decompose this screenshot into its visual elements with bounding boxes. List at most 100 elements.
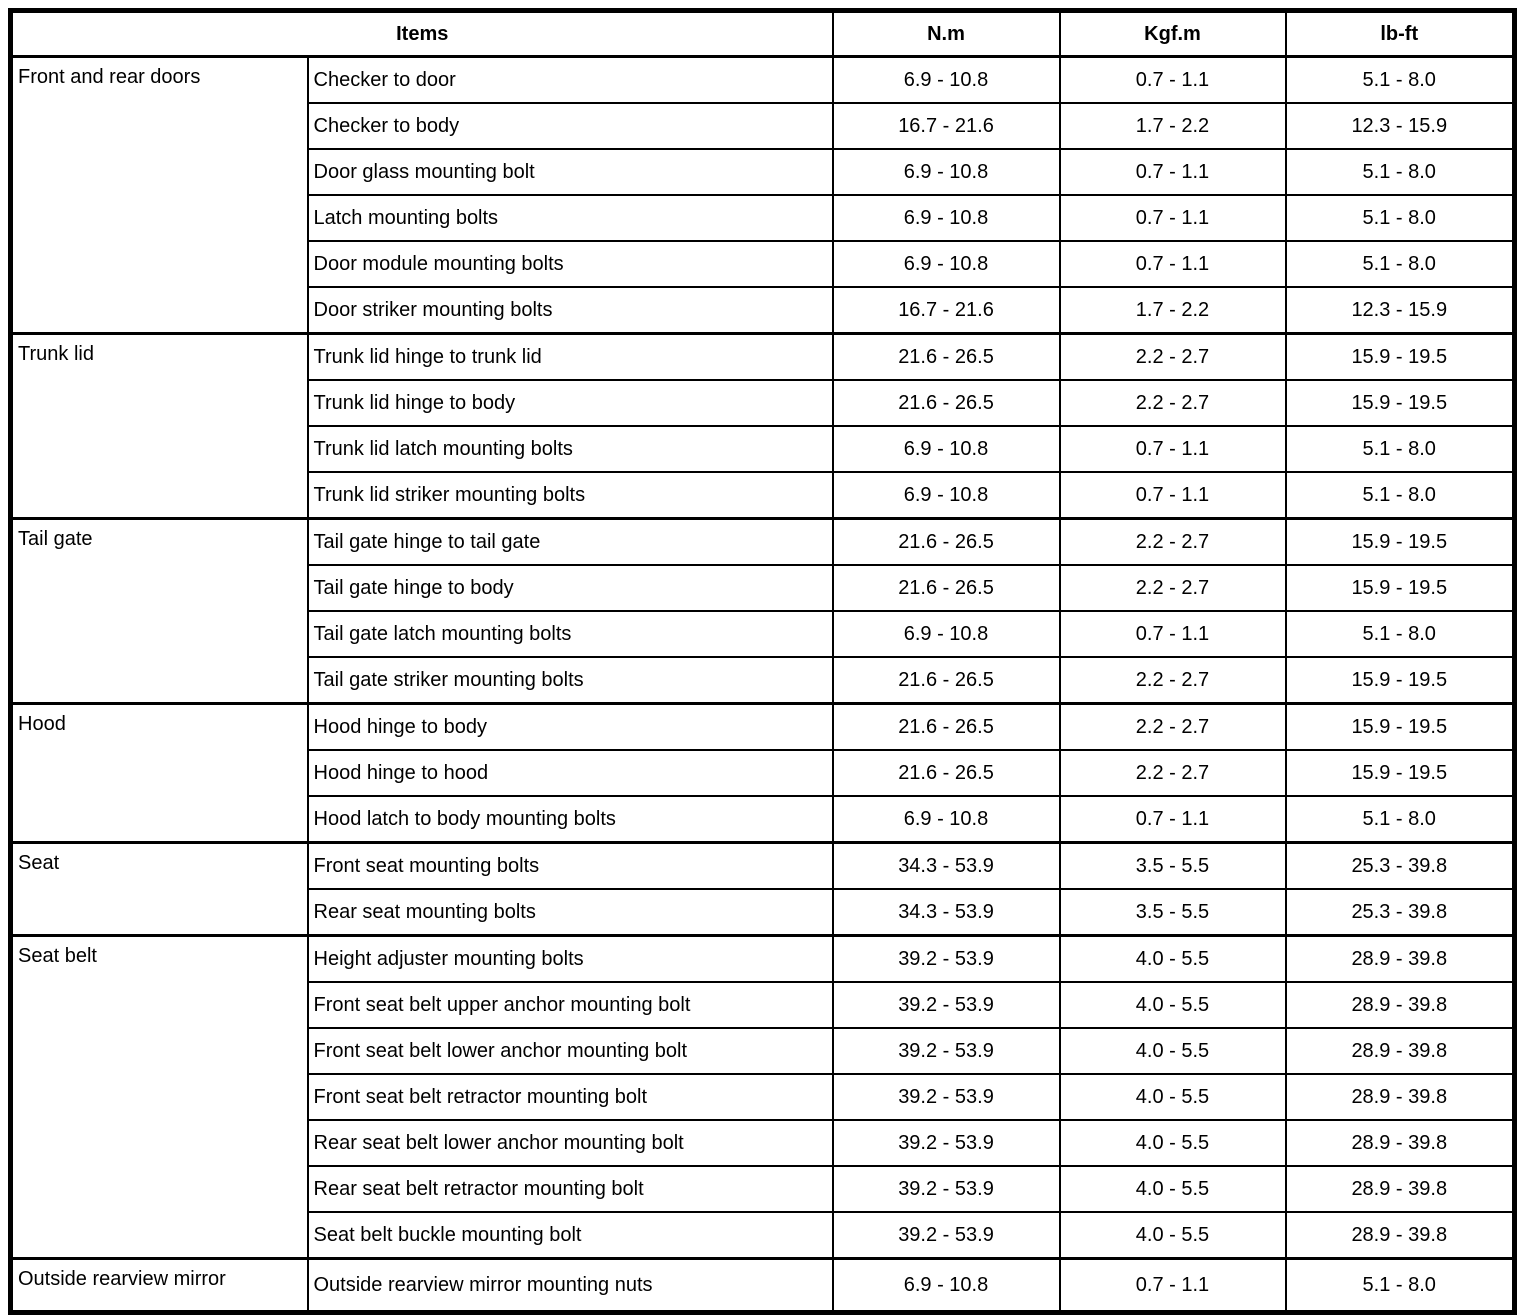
header-row: Items N.m Kgf.m lb-ft bbox=[9, 9, 1516, 58]
kgfm-value-cell: 0.7 - 1.1 bbox=[1058, 55, 1287, 104]
lbft-value-cell: 5.1 - 8.0 bbox=[1284, 1257, 1516, 1314]
group-label-cell: Tail gate bbox=[9, 517, 309, 705]
table-row: Door glass mounting bolt 6.9 - 10.8 0.7 - … bbox=[11, 148, 1516, 196]
table-row: Hood Hood hinge to body 21.6 - 26.5 2.2 - 2… bbox=[9, 702, 1516, 844]
kgfm-value-cell: 4.0 - 5.5 bbox=[1058, 934, 1287, 983]
nm-value-cell: 34.3 - 53.9 bbox=[831, 888, 1061, 937]
nm-value-cell: 6.9 - 10.8 bbox=[831, 55, 1061, 104]
table-row: Latch mounting bolts 6.9 - 10.8 0.7 - 1.1 5… bbox=[11, 194, 1516, 242]
kgfm-value-cell: 0.7 - 1.1 bbox=[1058, 610, 1287, 658]
item-cell: Checker to body bbox=[306, 102, 834, 150]
nm-value-cell: 6.9 - 10.8 bbox=[831, 471, 1061, 520]
lbft-value-cell: 25.3 - 39.8 bbox=[1284, 888, 1516, 937]
table-row: Door module mounting bolts 6.9 - 10.8 0.7 … bbox=[11, 240, 1516, 288]
group-label-cell: Trunk lid bbox=[9, 332, 309, 520]
lbft-value-cell: 15.9 - 19.5 bbox=[1284, 517, 1516, 566]
item-cell: Hood hinge to body bbox=[306, 702, 834, 751]
lbft-value-cell: 28.9 - 39.8 bbox=[1284, 1073, 1516, 1121]
table-row: Trunk lid Trunk lid hinge to trunk lid 21.… bbox=[9, 332, 1516, 520]
lbft-value-cell: 25.3 - 39.8 bbox=[1284, 841, 1516, 890]
table-row: Hood hinge to hood 21.6 - 26.5 2.2 - 2.7 15… bbox=[11, 749, 1516, 797]
nm-value-cell: 34.3 - 53.9 bbox=[831, 841, 1061, 890]
kgfm-value-cell: 2.2 - 2.7 bbox=[1058, 656, 1287, 705]
kgfm-value-cell: 2.2 - 2.7 bbox=[1058, 379, 1287, 427]
item-cell: Door glass mounting bolt bbox=[306, 148, 834, 196]
kgfm-value-cell: 1.7 - 2.2 bbox=[1058, 102, 1287, 150]
item-cell: Front seat mounting bolts bbox=[306, 841, 834, 890]
nm-value-cell: 39.2 - 53.9 bbox=[831, 981, 1061, 1029]
nm-value-cell: 6.9 - 10.8 bbox=[831, 194, 1061, 242]
item-cell: Trunk lid latch mounting bolts bbox=[306, 425, 834, 473]
item-cell: Rear seat mounting bolts bbox=[306, 888, 834, 937]
item-cell: Tail gate striker mounting bolts bbox=[306, 656, 834, 705]
nm-value-cell: 16.7 - 21.6 bbox=[831, 286, 1061, 335]
table-row: Outside rearview mirror Outside rearview … bbox=[9, 1257, 1516, 1314]
item-cell: Latch mounting bolts bbox=[306, 194, 834, 242]
table-row: Front seat belt lower anchor mounting bo… bbox=[11, 1027, 1516, 1075]
kgfm-value-cell: 4.0 - 5.5 bbox=[1058, 1165, 1287, 1213]
table-row: Tail gate hinge to body 21.6 - 26.5 2.2 - … bbox=[11, 564, 1516, 612]
item-cell: Trunk lid striker mounting bolts bbox=[306, 471, 834, 520]
lbft-value-cell: 12.3 - 15.9 bbox=[1284, 102, 1516, 150]
nm-value-cell: 39.2 - 53.9 bbox=[831, 1165, 1061, 1213]
kgfm-value-cell: 4.0 - 5.5 bbox=[1058, 1211, 1287, 1260]
table-row: Door striker mounting bolts 16.7 - 21.6 1.… bbox=[11, 286, 1516, 335]
table-row: Tail gate Tail gate hinge to tail gate 21.… bbox=[9, 517, 1516, 705]
nm-value-cell: 21.6 - 26.5 bbox=[831, 379, 1061, 427]
nm-value-cell: 21.6 - 26.5 bbox=[831, 656, 1061, 705]
item-cell: Door module mounting bolts bbox=[306, 240, 834, 288]
table-body: Front and rear doors Checker to door 6.9 -… bbox=[9, 55, 1516, 1314]
nm-value-cell: 6.9 - 10.8 bbox=[831, 148, 1061, 196]
nm-value-cell: 39.2 - 53.9 bbox=[831, 1119, 1061, 1167]
nm-value-cell: 39.2 - 53.9 bbox=[831, 1027, 1061, 1075]
lbft-value-cell: 28.9 - 39.8 bbox=[1284, 1119, 1516, 1167]
kgfm-value-cell: 2.2 - 2.7 bbox=[1058, 564, 1287, 612]
table-row: Seat belt Height adjuster mounting bolts 3… bbox=[9, 934, 1516, 1260]
item-cell: Front seat belt lower anchor mounting bo… bbox=[306, 1027, 834, 1075]
lbft-value-cell: 28.9 - 39.8 bbox=[1284, 981, 1516, 1029]
table-row: Trunk lid latch mounting bolts 6.9 - 10.8… bbox=[11, 425, 1516, 473]
table-row: Rear seat belt lower anchor mounting bol… bbox=[11, 1119, 1516, 1167]
item-cell: Trunk lid hinge to trunk lid bbox=[306, 332, 834, 381]
nm-value-cell: 21.6 - 26.5 bbox=[831, 564, 1061, 612]
group-label-cell: Seat belt bbox=[9, 934, 309, 1260]
nm-value-cell: 6.9 - 10.8 bbox=[831, 425, 1061, 473]
kgfm-value-cell: 4.0 - 5.5 bbox=[1058, 981, 1287, 1029]
lbft-value-cell: 12.3 - 15.9 bbox=[1284, 286, 1516, 335]
lbft-value-cell: 28.9 - 39.8 bbox=[1284, 1027, 1516, 1075]
kgfm-value-cell: 4.0 - 5.5 bbox=[1058, 1073, 1287, 1121]
table-row: Tail gate striker mounting bolts 21.6 - 2… bbox=[11, 656, 1516, 705]
group-label-cell: Hood bbox=[9, 702, 309, 844]
kgfm-value-cell: 1.7 - 2.2 bbox=[1058, 286, 1287, 335]
nm-value-cell: 21.6 - 26.5 bbox=[831, 517, 1061, 566]
item-cell: Hood hinge to hood bbox=[306, 749, 834, 797]
item-cell: Front seat belt upper anchor mounting bo… bbox=[306, 981, 834, 1029]
nm-value-cell: 21.6 - 26.5 bbox=[831, 749, 1061, 797]
item-cell: Seat belt buckle mounting bolt bbox=[306, 1211, 834, 1260]
item-cell: Trunk lid hinge to body bbox=[306, 379, 834, 427]
nm-value-cell: 6.9 - 10.8 bbox=[831, 240, 1061, 288]
kgfm-value-cell: 2.2 - 2.7 bbox=[1058, 749, 1287, 797]
item-cell: Checker to door bbox=[306, 55, 834, 104]
item-cell: Hood latch to body mounting bolts bbox=[306, 795, 834, 844]
column-header-lbft: lb-ft bbox=[1284, 9, 1516, 58]
kgfm-value-cell: 0.7 - 1.1 bbox=[1058, 425, 1287, 473]
lbft-value-cell: 5.1 - 8.0 bbox=[1284, 795, 1516, 844]
lbft-value-cell: 5.1 - 8.0 bbox=[1284, 471, 1516, 520]
item-cell: Rear seat belt retractor mounting bolt bbox=[306, 1165, 834, 1213]
table-row: Front seat belt upper anchor mounting bo… bbox=[11, 981, 1516, 1029]
lbft-value-cell: 28.9 - 39.8 bbox=[1284, 1165, 1516, 1213]
table-row: Seat Front seat mounting bolts 34.3 - 53.9… bbox=[9, 841, 1516, 937]
lbft-value-cell: 15.9 - 19.5 bbox=[1284, 564, 1516, 612]
nm-value-cell: 6.9 - 10.8 bbox=[831, 610, 1061, 658]
item-cell: Tail gate hinge to body bbox=[306, 564, 834, 612]
lbft-value-cell: 28.9 - 39.8 bbox=[1284, 934, 1516, 983]
lbft-value-cell: 5.1 - 8.0 bbox=[1284, 148, 1516, 196]
nm-value-cell: 6.9 - 10.8 bbox=[831, 795, 1061, 844]
kgfm-value-cell: 3.5 - 5.5 bbox=[1058, 841, 1287, 890]
table-row: Front seat belt retractor mounting bolt 3… bbox=[11, 1073, 1516, 1121]
item-cell: Tail gate latch mounting bolts bbox=[306, 610, 834, 658]
group-label-cell: Outside rearview mirror bbox=[9, 1257, 309, 1314]
nm-value-cell: 39.2 - 53.9 bbox=[831, 1073, 1061, 1121]
column-header-items: Items bbox=[9, 9, 834, 58]
